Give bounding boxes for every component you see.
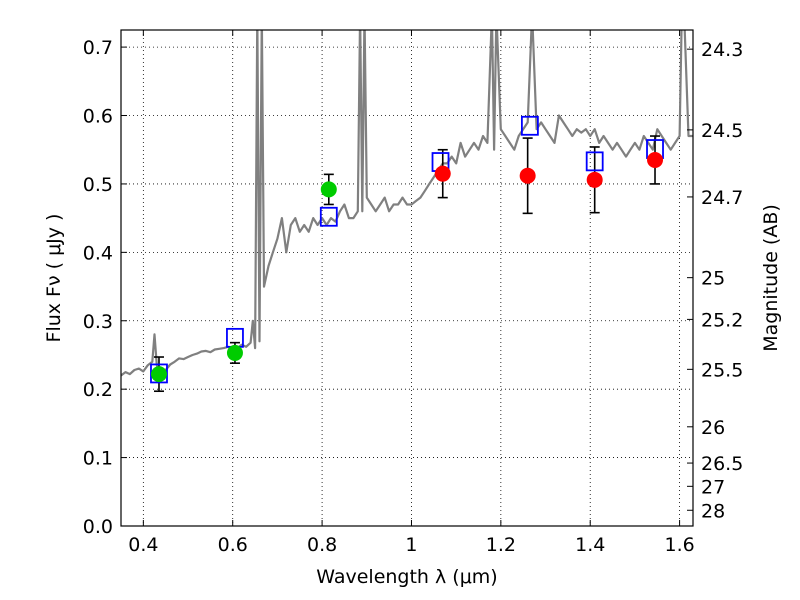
- y-tick-label: 0.7: [83, 37, 113, 59]
- model-point-square: [520, 115, 539, 136]
- data-point-circle: [647, 151, 664, 168]
- y-tick-label: 0.1: [83, 448, 113, 470]
- y-axis-right-title: Magnitude (AB): [760, 204, 782, 352]
- y-tick-label: 0.4: [83, 242, 113, 264]
- x-axis: 0.4 0.6 0.8 1 1.2 1.4 1.6: [128, 30, 695, 556]
- x-tick-label: 1: [405, 534, 417, 556]
- model-point-square: [319, 206, 338, 227]
- data-point-circle: [434, 165, 451, 182]
- y-tick-label: 0.0: [83, 516, 113, 538]
- right-tick-label: 26.5: [701, 453, 743, 475]
- x-tick-label: 0.6: [218, 534, 248, 556]
- right-tick-label: 24.5: [701, 120, 743, 142]
- spectrum-line: [121, 30, 693, 377]
- data-point-circle: [586, 171, 603, 188]
- y-axis-left: 0.0 0.1 0.2 0.3 0.4 0.5 0.6 0.7: [83, 37, 127, 538]
- right-tick-label: 24.3: [701, 39, 743, 61]
- data-point-circle: [320, 181, 337, 198]
- y-tick-label: 0.5: [83, 174, 113, 196]
- x-tick-label: 0.4: [128, 534, 158, 556]
- data-point-circle: [226, 344, 243, 361]
- x-tick-label: 1.4: [575, 534, 605, 556]
- plot-area: [121, 30, 693, 526]
- model-point-square: [585, 151, 604, 172]
- x-tick-label: 0.8: [307, 534, 337, 556]
- right-tick-label: 27: [701, 476, 725, 498]
- y-tick-label: 0.2: [83, 379, 113, 401]
- spectrum-layer: [121, 30, 693, 377]
- right-tick-label: 25.5: [701, 359, 743, 381]
- model-point-square: [150, 363, 168, 384]
- x-tick-label: 1.6: [664, 534, 694, 556]
- right-tick-label: 24.7: [701, 187, 743, 209]
- right-tick-label: 26: [701, 417, 725, 439]
- x-tick-label: 1.2: [486, 534, 516, 556]
- y-axis-title: Flux Fν ( μJy ): [43, 214, 65, 343]
- right-tick-label: 28: [701, 500, 725, 522]
- x-axis-title: Wavelength λ (μm): [316, 566, 497, 588]
- marker-layer: [150, 115, 664, 393]
- right-tick-label: 25.2: [701, 309, 743, 331]
- right-tick-label: 25: [701, 268, 725, 290]
- y-tick-label: 0.3: [83, 311, 113, 333]
- data-point-circle: [150, 366, 167, 383]
- data-point-circle: [519, 167, 536, 184]
- y-tick-label: 0.6: [83, 106, 113, 128]
